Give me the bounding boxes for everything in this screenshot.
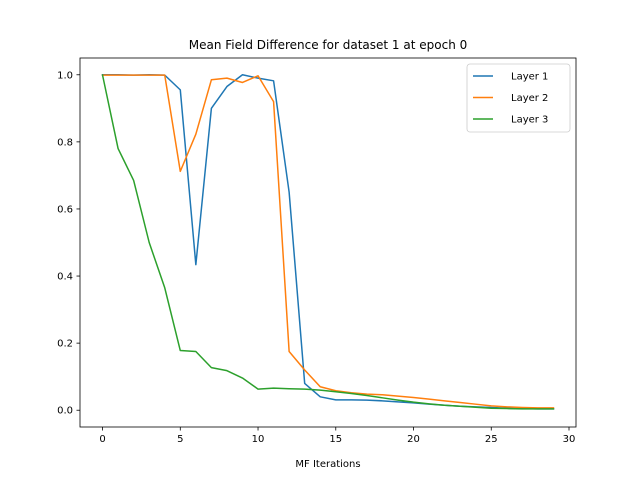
x-tick-label: 20 <box>407 434 420 445</box>
x-tick-label: 5 <box>177 434 183 445</box>
series-line-3 <box>101 74 555 410</box>
y-tick-label: 0.0 <box>57 406 73 417</box>
plot-area <box>101 74 555 410</box>
legend-box <box>466 63 571 133</box>
y-tick-label: 0.2 <box>57 339 73 350</box>
legend-label-1: Layer 1 <box>511 72 548 83</box>
series-line-2 <box>101 74 555 409</box>
legend-label-2: Layer 2 <box>511 93 548 104</box>
x-tick-label: 25 <box>485 434 498 445</box>
x-tick-label: 10 <box>252 434 265 445</box>
x-tick-label: 30 <box>563 434 576 445</box>
y-tick-label: 1.0 <box>57 70 73 81</box>
y-tick-label: 0.6 <box>57 204 73 215</box>
legend-label-3: Layer 3 <box>511 115 548 126</box>
chart-title: Mean Field Difference for dataset 1 at e… <box>189 38 468 52</box>
x-tick-label: 0 <box>99 434 105 445</box>
y-tick-label: 0.4 <box>57 272 73 283</box>
x-tick-label: 15 <box>329 434 342 445</box>
axes-frame <box>79 57 577 428</box>
y-tick-label: 0.8 <box>57 137 73 148</box>
x-axis-label: MF Iterations <box>295 459 360 470</box>
legend: Layer 1 Layer 2 Layer 3 <box>466 63 571 133</box>
